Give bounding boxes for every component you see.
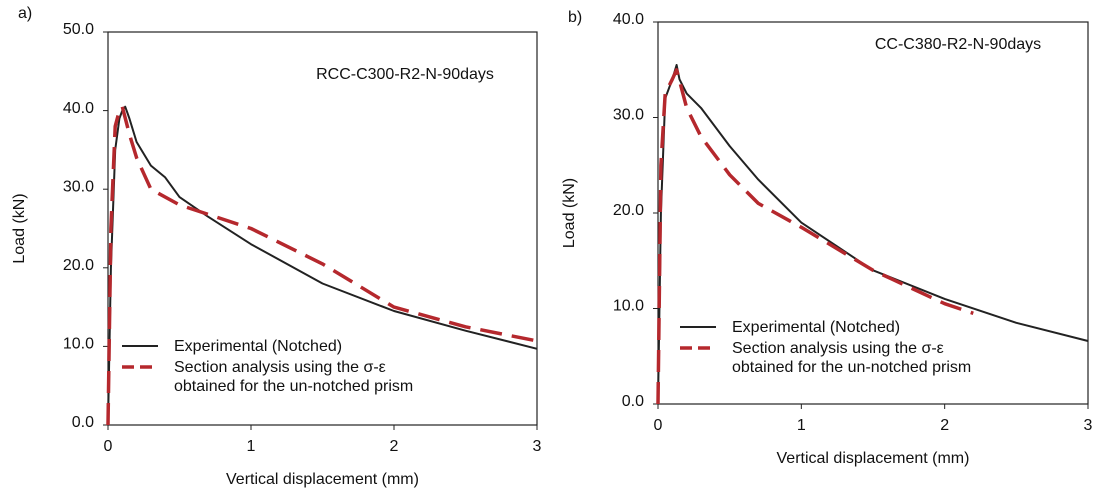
legend-swatch	[680, 346, 716, 350]
data-line	[106, 104, 538, 426]
legend-text: Section analysis using the σ-ε obtained …	[732, 340, 972, 376]
legend: Experimental (Notched) Section analysis u…	[120, 337, 439, 398]
legend-swatch	[122, 365, 158, 369]
y-tick-label: 10.0	[613, 298, 644, 315]
y-axis-label: Load (kN)	[561, 178, 578, 248]
x-tick-label: 0	[654, 417, 663, 434]
y-tick-label: 0.0	[72, 414, 94, 431]
legend-text: Section analysis using the σ-ε obtained …	[174, 359, 414, 395]
legend-item: Section analysis using the σ-ε obtained …	[678, 339, 997, 377]
plot-frame	[107, 31, 538, 426]
data-line	[107, 105, 538, 426]
y-tick-label: 40.0	[63, 100, 94, 117]
x-tick-label: 2	[390, 438, 399, 455]
data-line	[657, 64, 1089, 405]
y-tick-label: 30.0	[63, 178, 94, 195]
x-axis-label: Vertical displacement (mm)	[777, 450, 970, 467]
y-tick-label: 40.0	[613, 11, 644, 28]
y-tick-label: 30.0	[613, 107, 644, 124]
y-tick-label: 20.0	[63, 257, 94, 274]
x-tick-label: 1	[247, 438, 256, 455]
annotation: RCC-C300-R2-N-90days	[316, 66, 494, 83]
legend: Experimental (Notched) Section analysis u…	[678, 318, 997, 379]
y-tick-label: 50.0	[63, 21, 94, 38]
x-tick-label: 3	[1084, 417, 1093, 434]
x-tick-label: 3	[533, 438, 542, 455]
annotation: CC-C380-R2-N-90days	[875, 36, 1041, 53]
data-line	[656, 68, 974, 405]
x-tick-label: 1	[797, 417, 806, 434]
legend-item: Experimental (Notched)	[120, 337, 439, 356]
legend-swatch	[680, 326, 716, 328]
y-tick-label: 0.0	[622, 393, 644, 410]
y-axis-label: Load (kN)	[11, 193, 28, 263]
x-tick-label: 2	[940, 417, 949, 434]
legend-text: Experimental (Notched)	[174, 338, 343, 355]
y-tick-label: 20.0	[613, 202, 644, 219]
panel-label: b)	[568, 9, 582, 26]
y-tick-label: 10.0	[63, 336, 94, 353]
x-axis-label: Vertical displacement (mm)	[226, 471, 419, 488]
legend-item: Section analysis using the σ-ε obtained …	[120, 358, 439, 396]
legend-swatch	[122, 345, 158, 347]
panel-label: a)	[18, 5, 32, 22]
x-tick-label: 0	[104, 438, 113, 455]
legend-item: Experimental (Notched)	[678, 318, 997, 337]
legend-text: Experimental (Notched)	[732, 319, 901, 336]
